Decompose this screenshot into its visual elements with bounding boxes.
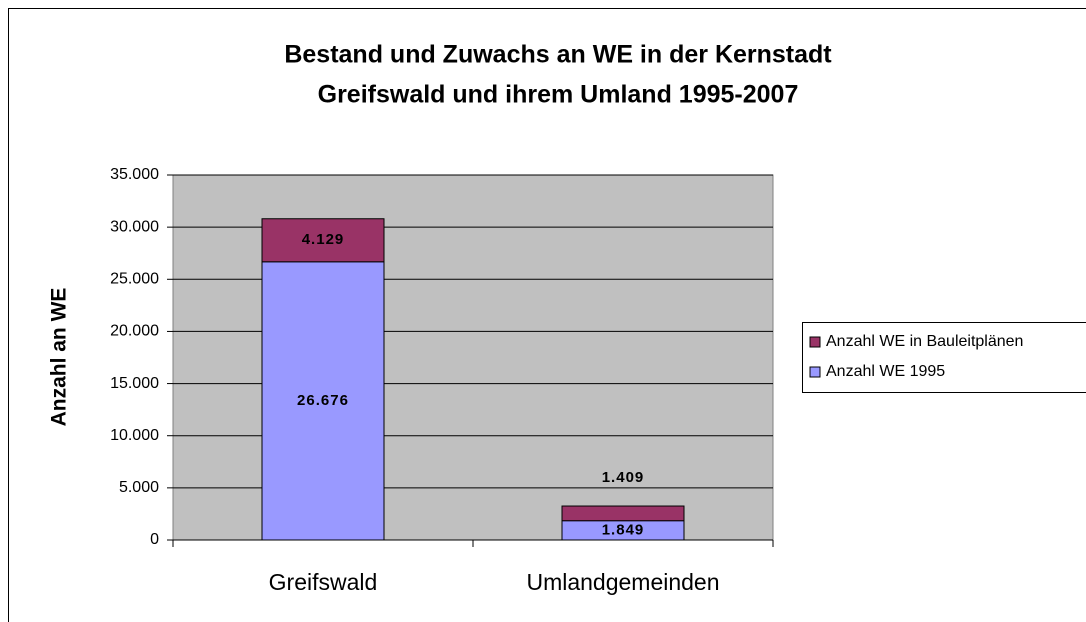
bar-segment <box>561 505 685 522</box>
data-label: 26.676 <box>297 392 349 409</box>
y-tick-label: 35.000 <box>110 166 159 183</box>
y-tick-label: 20.000 <box>110 323 159 340</box>
legend-box <box>802 322 1086 393</box>
data-label: 1.409 <box>602 469 645 486</box>
data-label: 1.849 <box>602 521 645 538</box>
y-tick-label: 5.000 <box>119 479 159 496</box>
y-tick-label: 0 <box>150 531 159 548</box>
chart-title: Bestand und Zuwachs an WE in der Kernsta… <box>284 41 832 69</box>
y-tick-label: 25.000 <box>110 271 159 288</box>
y-axis-label: Anzahl an WE <box>48 288 71 427</box>
x-tick-label: Umlandgemeinden <box>526 569 719 595</box>
y-tick-label: 10.000 <box>110 427 159 444</box>
y-tick-label: 15.000 <box>110 375 159 392</box>
legend-swatch <box>809 366 821 378</box>
data-label: 4.129 <box>302 231 345 248</box>
legend-label: Anzahl WE 1995 <box>826 363 945 380</box>
bar-segment <box>261 218 385 263</box>
legend-label: Anzahl WE in Bauleitplänen <box>826 333 1023 350</box>
legend-swatch <box>809 336 821 348</box>
x-tick-label: Greifswald <box>269 569 378 595</box>
y-tick-label: 30.000 <box>110 218 159 235</box>
chart-title: Greifswald und ihrem Umland 1995-2007 <box>318 81 799 109</box>
bar-segment <box>261 261 385 541</box>
